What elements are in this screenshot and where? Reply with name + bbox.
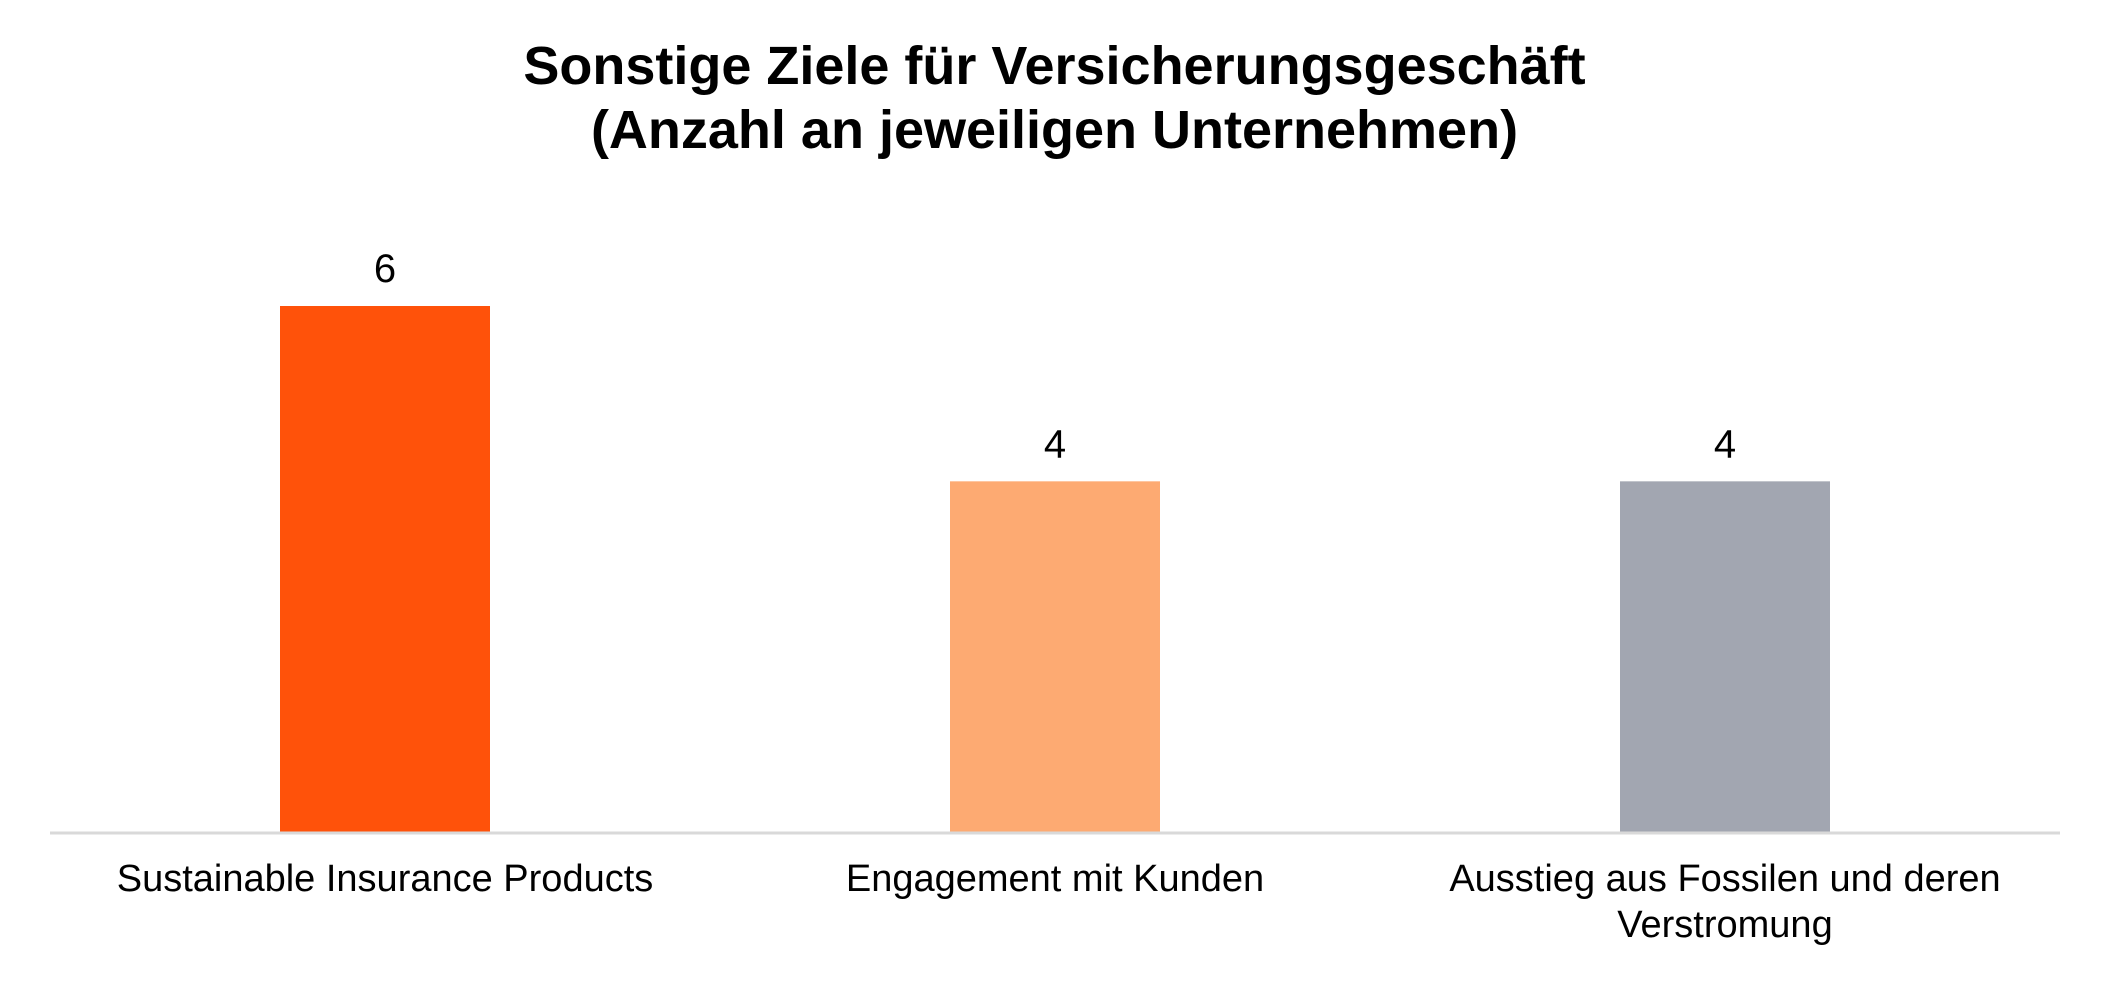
chart-title-block: Sonstige Ziele für Versicherungsgeschäft…: [0, 34, 2109, 162]
chart-title: Sonstige Ziele für Versicherungsgeschäft: [523, 36, 1586, 96]
bar-1: [280, 306, 490, 832]
category-label-2: Engagement mit Kunden: [845, 858, 1265, 900]
category-label-1: Sustainable Insurance Products: [116, 858, 654, 900]
bar-3: [1620, 481, 1830, 832]
bar-2: [950, 481, 1160, 832]
category-label-3: Ausstieg aus Fossilen und deren Verstrom…: [1449, 858, 2001, 946]
data-labels-group: 6 4 4: [374, 247, 1736, 466]
chart-subtitle: (Anzahl an jeweiligen Unternehmen): [590, 100, 1519, 160]
data-label-1: 6: [374, 247, 396, 291]
data-label-2: 4: [1044, 422, 1066, 466]
bars-group: [280, 306, 1830, 832]
data-label-3: 4: [1714, 422, 1736, 466]
